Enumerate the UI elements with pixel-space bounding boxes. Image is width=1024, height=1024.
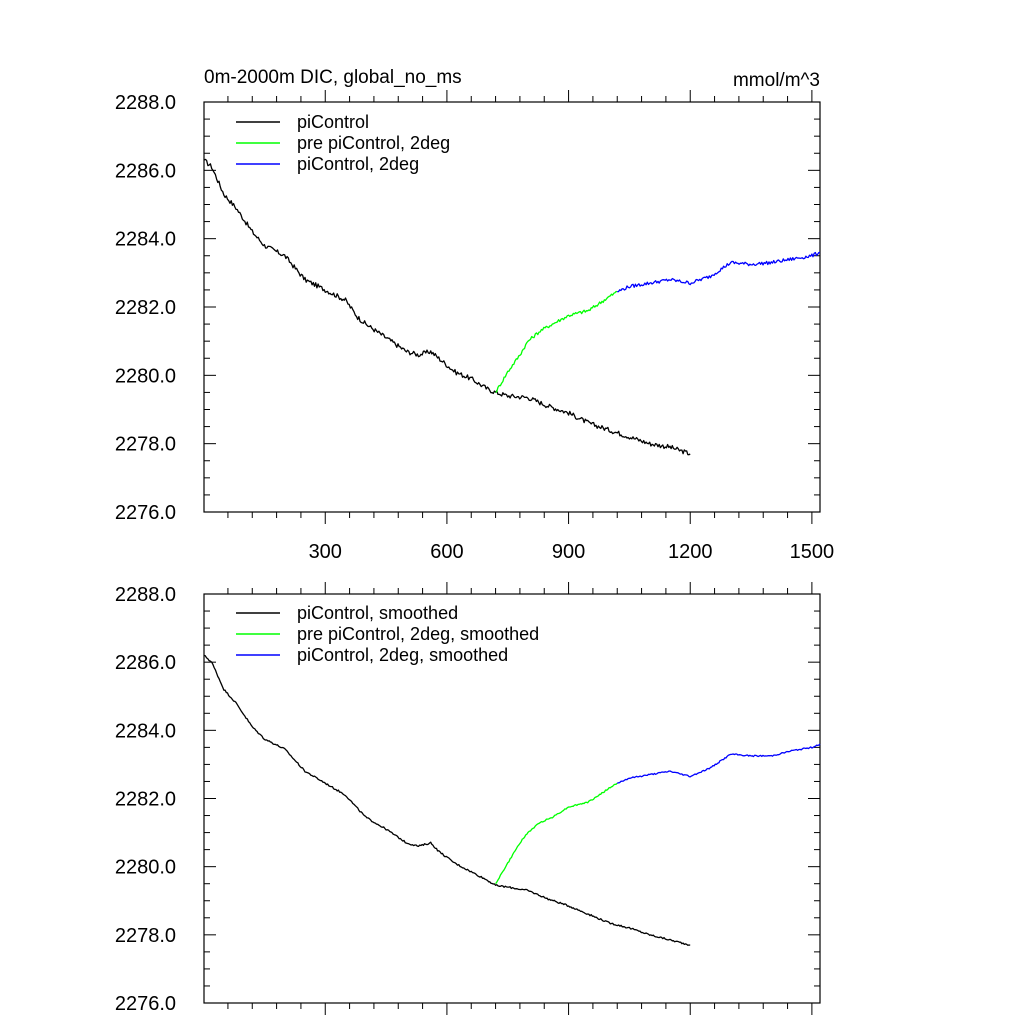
top-plot-panel: 0m-2000m DIC, global_no_ms mmol/m^3 2276… — [115, 67, 834, 563]
x-tick-label: 300 — [309, 541, 342, 563]
bottom-plot-panel: 2276.0 2278.0 2280.0 2282.0 2284.0 2286.0 2288… — [115, 582, 821, 1015]
y-tick-label: 2284.0 — [115, 720, 176, 742]
series-line-1 — [495, 782, 618, 885]
y-tick-label: 2280.0 — [115, 857, 176, 879]
series-line-0 — [203, 158, 691, 456]
y-tick-label: 2284.0 — [115, 229, 176, 251]
series-line-1 — [495, 290, 618, 393]
y-tick-label: 2278.0 — [115, 925, 176, 947]
y-tick-label: 2288.0 — [115, 584, 176, 606]
x-tick-label: 900 — [552, 541, 585, 563]
legend-label: pre piControl, 2deg — [297, 133, 450, 153]
x-tick-label: 1500 — [790, 541, 835, 563]
y-tick-label: 2276.0 — [115, 502, 176, 524]
legend-label: piControl, smoothed — [297, 603, 458, 623]
series-line-0 — [203, 654, 691, 946]
series-line-2 — [617, 251, 821, 293]
y-tick-label: 2282.0 — [115, 297, 176, 319]
x-tick-label: 600 — [430, 541, 463, 563]
y-tick-label: 2278.0 — [115, 434, 176, 456]
series-line-2 — [617, 743, 821, 784]
y-tick-label: 2276.0 — [115, 993, 176, 1015]
chart-title: 0m-2000m DIC, global_no_ms — [204, 67, 462, 88]
x-tick-label: 1200 — [668, 541, 713, 563]
legend-label: piControl, 2deg, smoothed — [297, 645, 508, 665]
units-label: mmol/m^3 — [733, 70, 820, 91]
legend-label: pre piControl, 2deg, smoothed — [297, 624, 539, 644]
legend-label: piControl — [297, 112, 369, 132]
y-tick-label: 2286.0 — [115, 652, 176, 674]
y-tick-label: 2280.0 — [115, 365, 176, 387]
y-tick-label: 2286.0 — [115, 160, 176, 182]
legend-label: piControl, 2deg — [297, 154, 419, 174]
y-tick-label: 2282.0 — [115, 789, 176, 811]
y-tick-label: 2288.0 — [115, 92, 176, 114]
